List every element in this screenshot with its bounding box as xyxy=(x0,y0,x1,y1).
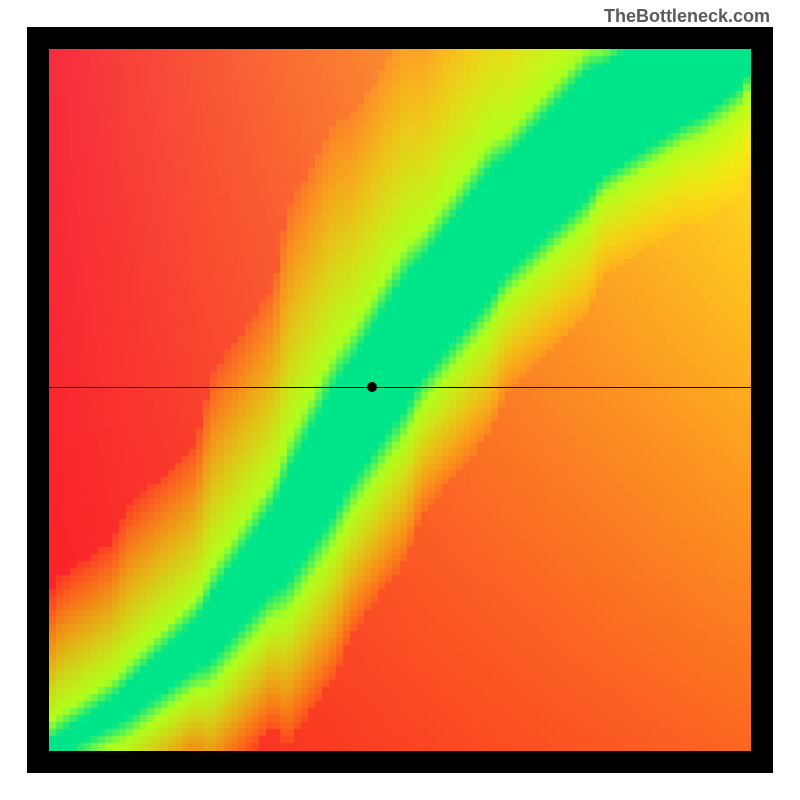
heatmap-canvas xyxy=(49,49,751,751)
chart-container: TheBottleneck.com xyxy=(0,0,800,800)
crosshair-horizontal xyxy=(49,387,751,388)
plot-area xyxy=(49,49,751,751)
attribution-label: TheBottleneck.com xyxy=(604,6,770,27)
selection-marker xyxy=(367,382,377,392)
